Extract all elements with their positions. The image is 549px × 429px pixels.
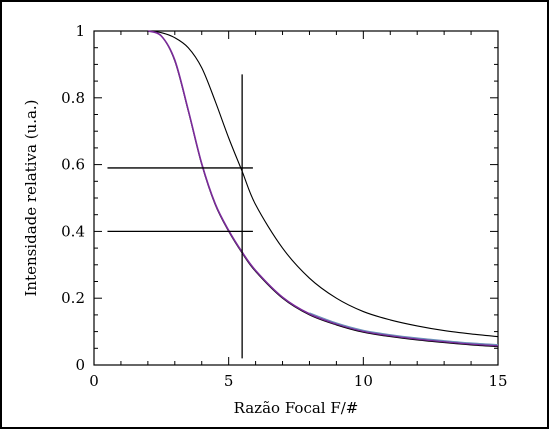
series-line-4 <box>309 312 499 346</box>
x-axis-label: Razão Focal F/# <box>234 399 359 417</box>
x-tick-label: 15 <box>488 372 507 390</box>
y-tick-label: 0.8 <box>61 89 85 107</box>
x-tick-label: 10 <box>354 372 373 390</box>
y-tick-label: 0.6 <box>61 156 85 174</box>
y-tick-label: 0 <box>75 356 85 374</box>
x-tick-label: 0 <box>89 372 99 390</box>
series-line-1 <box>147 30 499 338</box>
tick-layer: 0 5 10 15 0 0.2 0.4 0.6 0.8 1 <box>61 22 507 390</box>
x-tick-label: 5 <box>224 372 234 390</box>
annotation-layer <box>107 74 253 359</box>
y-tick-label: 0.2 <box>61 289 85 307</box>
series-line-3 <box>147 30 499 347</box>
y-axis-label: Intensidade relativa (u.a.) <box>22 99 40 296</box>
y-tick-label: 0.4 <box>61 222 85 240</box>
plot-area <box>93 30 499 366</box>
series-layer <box>147 30 499 348</box>
y-tick-label: 1 <box>75 22 85 40</box>
